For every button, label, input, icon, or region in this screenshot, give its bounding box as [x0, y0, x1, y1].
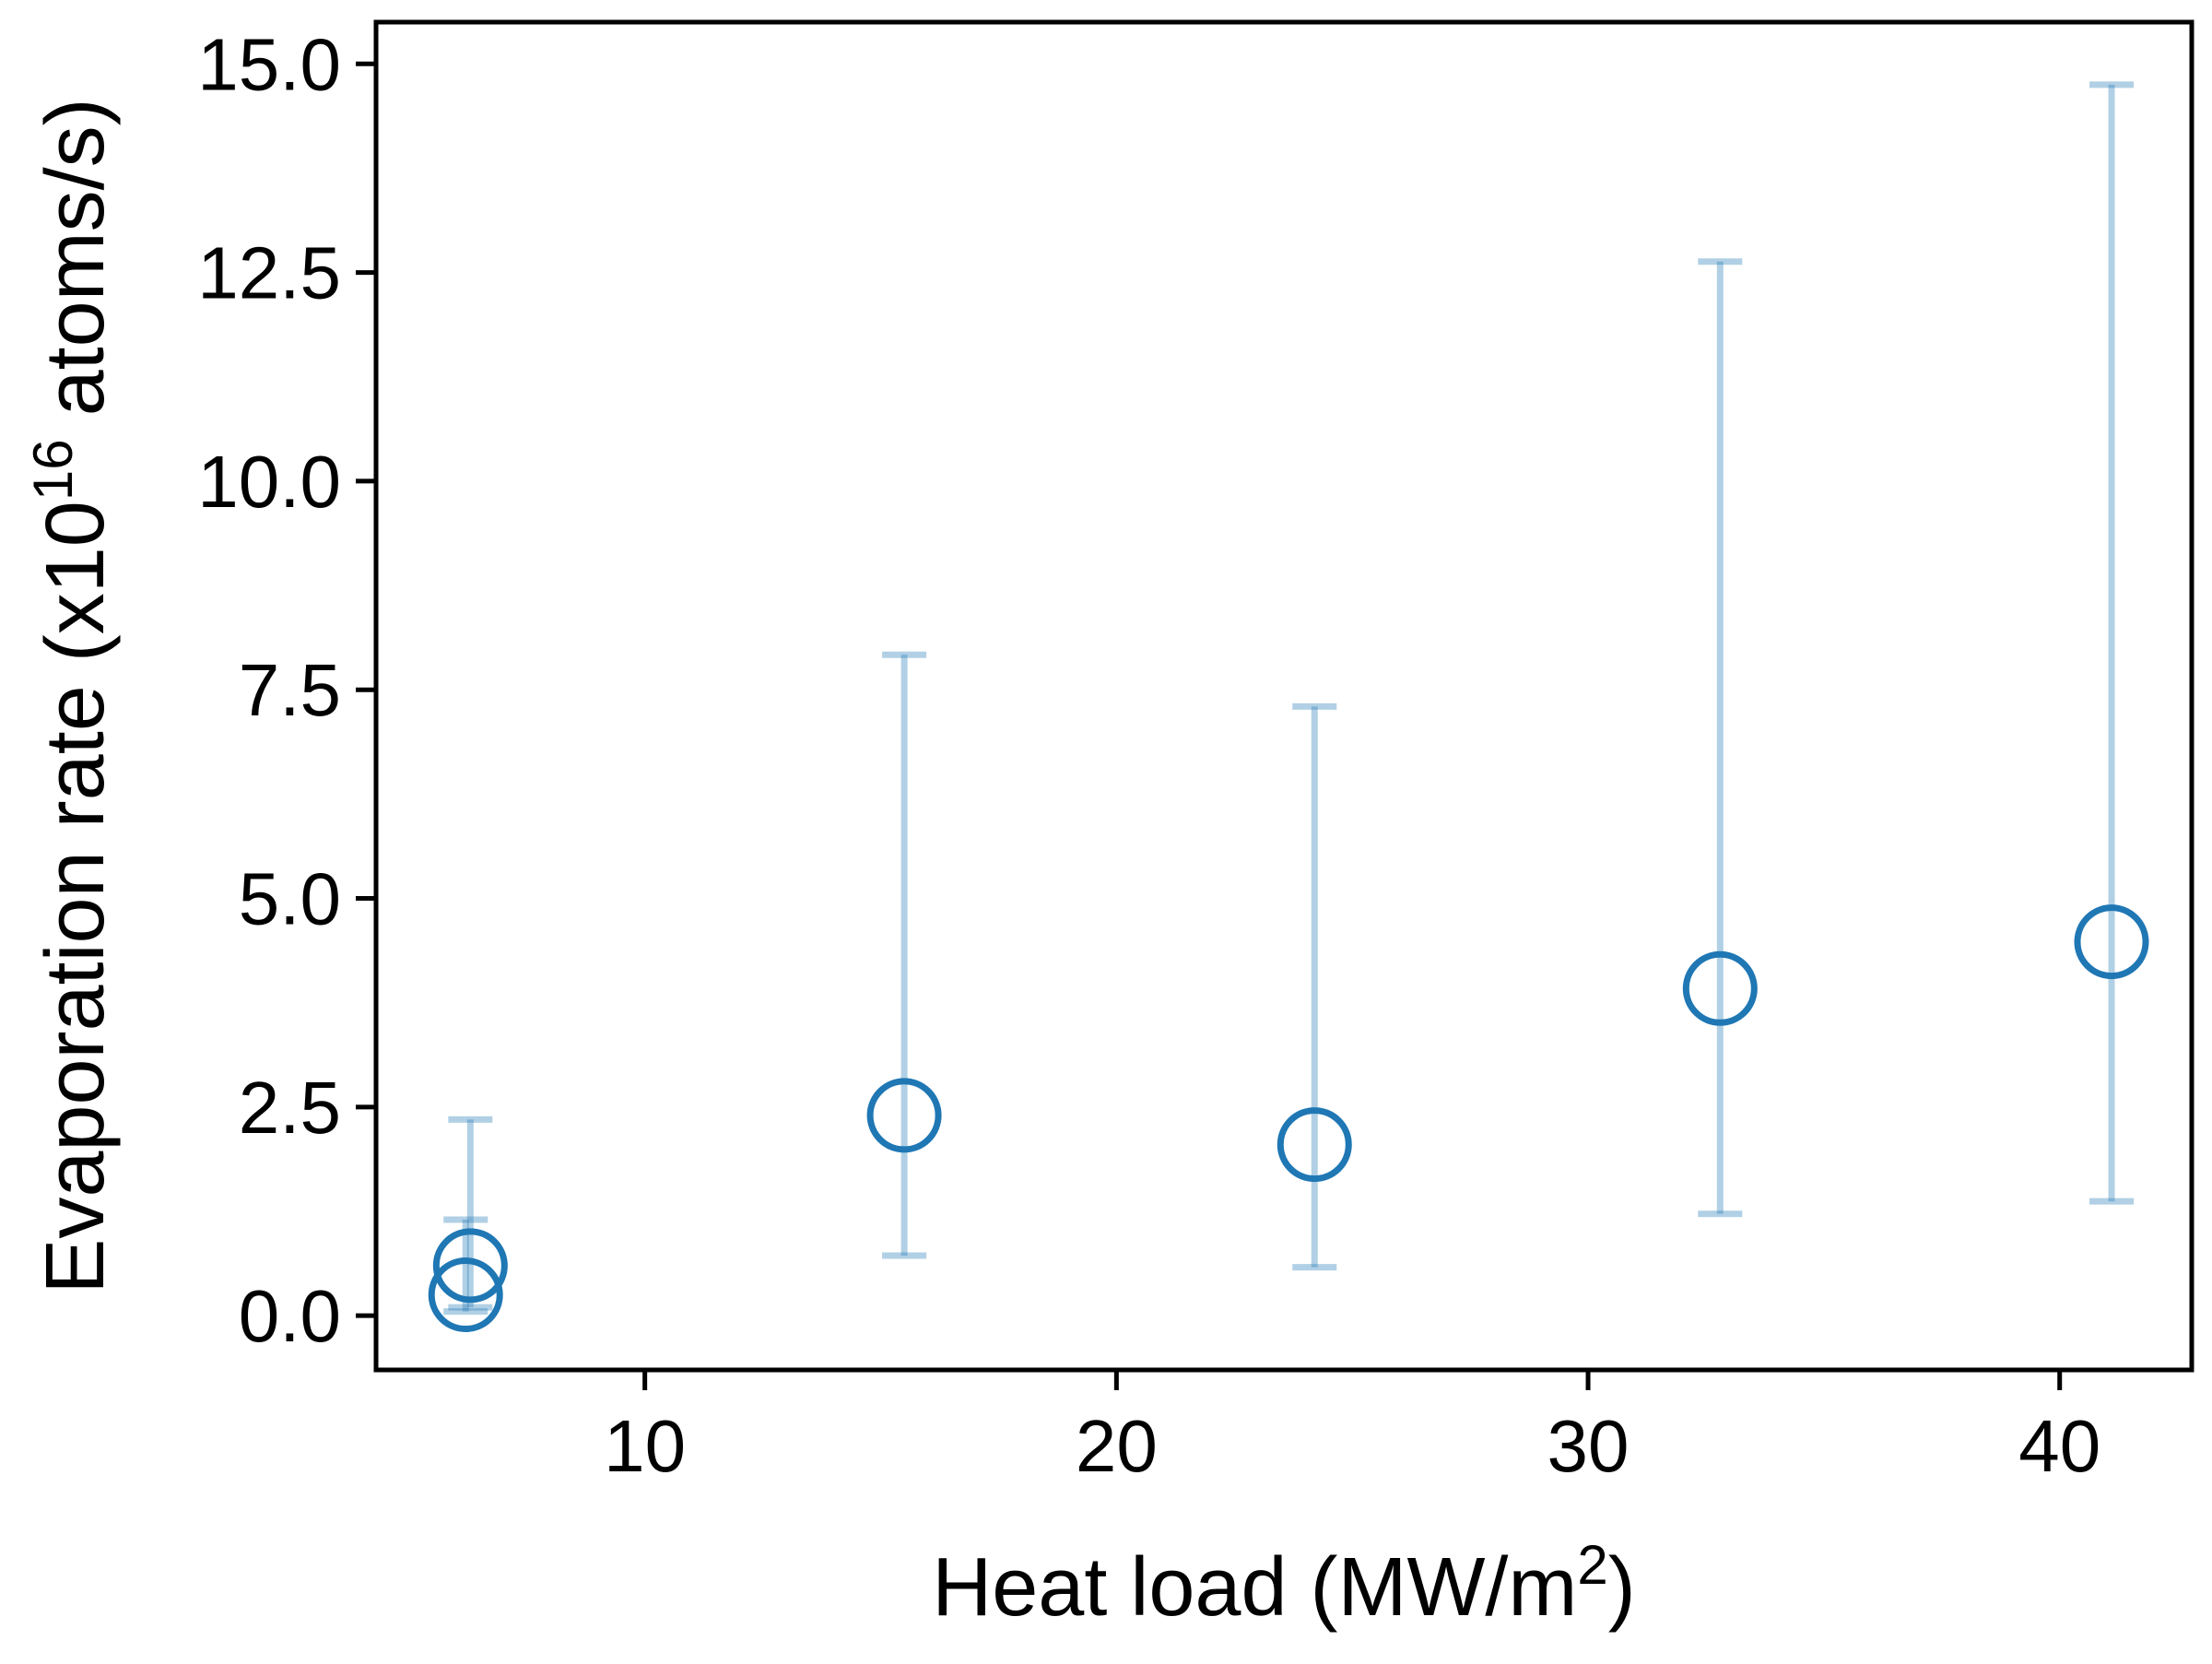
y-tick-label: 10.0 [197, 441, 341, 523]
y-axis-label-tail: atoms/s) [29, 98, 122, 439]
x-axis-label-superscript: 2 [1577, 1534, 1607, 1596]
x-tick-label: 10 [604, 1405, 686, 1487]
errorbar [2089, 81, 2135, 1205]
y-axis-label-superscript: 16 [22, 439, 84, 501]
x-tick-label: 40 [2018, 1405, 2100, 1487]
errorbar [1292, 702, 1337, 1271]
data-point-marker [866, 1078, 942, 1153]
y-tick-label: 12.5 [197, 232, 341, 314]
y-tick-label: 2.5 [239, 1067, 341, 1149]
errorbar [1698, 258, 1743, 1218]
data-point-marker [428, 1257, 503, 1333]
errorbars-layer [443, 81, 2135, 1316]
y-tick-label: 0.0 [239, 1275, 341, 1357]
x-axis-label: Heat load (MW/m2) [932, 1534, 1636, 1634]
x-tick-label: 20 [1076, 1405, 1158, 1487]
x-axis-label-tail: ) [1608, 1541, 1636, 1634]
y-axis-label: Evaporation rate (x1016 atoms/s) [22, 98, 122, 1293]
errorbar [882, 651, 927, 1259]
markers-layer [428, 904, 2149, 1333]
y-tick-label: 7.5 [239, 649, 341, 731]
data-point-marker [1682, 950, 1758, 1026]
errorbar [448, 1115, 493, 1311]
y-axis-ticks: 0.0 2.5 5.0 7.5 10.0 12.5 15.0 [197, 23, 376, 1357]
data-point-marker [2074, 904, 2149, 980]
y-tick-label: 15.0 [197, 23, 341, 105]
data-point-marker [432, 1228, 508, 1304]
x-axis-ticks: 10 20 30 40 [604, 1370, 2100, 1487]
y-axis-label-text: Evaporation rate (x10 [29, 501, 122, 1294]
y-tick-label: 5.0 [239, 858, 341, 940]
data-point-marker [1277, 1107, 1352, 1183]
plot-frame [373, 19, 2194, 1373]
x-tick-label: 30 [1547, 1405, 1630, 1487]
x-axis-label-text: Heat load (MW/m [932, 1541, 1577, 1634]
